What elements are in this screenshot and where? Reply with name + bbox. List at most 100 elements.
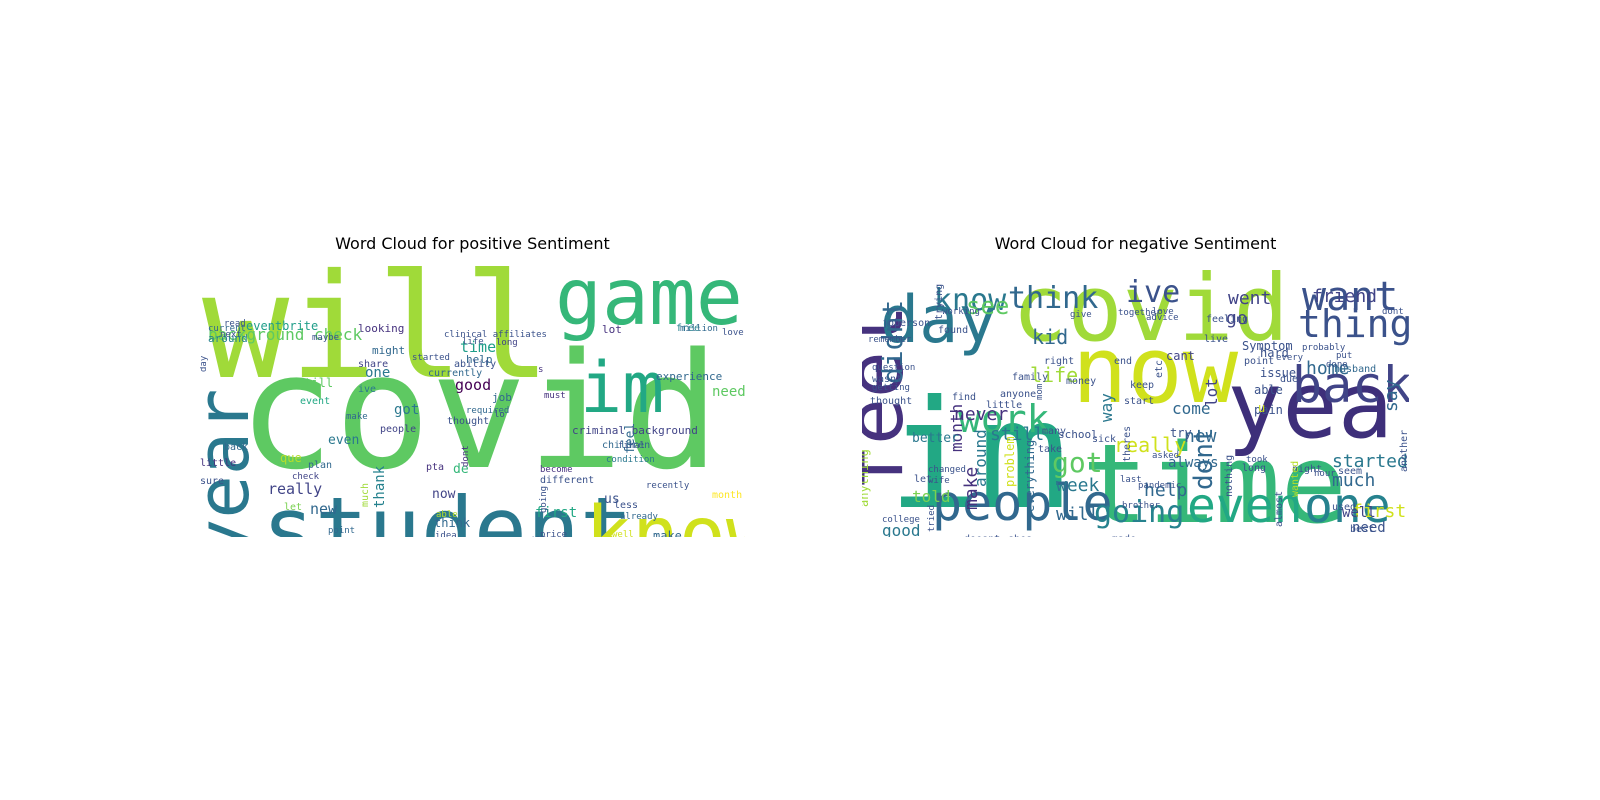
word-anything: anything [862,449,871,507]
word-long: long [1242,463,1266,474]
positive-wordcloud-panel: Word Cloud for positive Sentiment covid w… [200,232,745,542]
word-question: question [872,363,915,373]
word-lot: lot [602,323,622,336]
word-much: much [360,483,371,507]
word-now: now [1072,317,1239,424]
word-even: even [1187,478,1303,534]
word-around: around [208,332,248,345]
word-friend: friend [1312,286,1377,307]
word-better: better [912,431,959,446]
word-become: become [540,465,573,475]
word-free: free [676,323,700,334]
word-always: always [1168,455,1219,471]
word-day: day [880,283,997,358]
word-advice: advice [1146,313,1179,323]
word-right: right [1044,356,1074,367]
word-able: able [436,510,458,520]
word-probably: probably [1302,343,1346,353]
word-still: still [297,376,333,390]
word-point: point [328,526,355,536]
word-come: come [1172,399,1211,418]
word-good: good [455,376,491,394]
word-started: started [1332,451,1408,472]
word-people: people [380,424,416,435]
word-brother: brother [1122,501,1161,511]
word-make: make [653,529,682,537]
negative-wordcloud-panel: Word Cloud for negative Sentiment im time… [862,232,1409,542]
word-time: time [460,338,496,356]
word-year: year [1227,352,1409,459]
word-will: will [1056,504,1099,525]
word-lot: lot [1202,378,1221,407]
word-will: will [202,262,551,412]
word-best: best [1350,524,1374,535]
word-anyone: anyone [1000,389,1036,400]
word-ive: ive [358,384,376,395]
word-together: together [1118,308,1162,318]
word-working: working [942,307,980,317]
word-help: help [1144,480,1187,501]
word-pain: pain [1254,403,1283,417]
word-job: job [492,391,512,404]
word-make: make [346,412,368,422]
word-year: year [200,389,265,537]
word-wanted: wanted [1290,461,1301,497]
word-due: due [1280,374,1298,385]
word-final: final [618,441,645,451]
word-sure: sure [200,476,224,487]
word-mom: mom [1035,384,1045,400]
word-going: going [539,486,549,513]
word-changed: changed [928,465,966,475]
word-day: day [200,355,209,372]
word-thought: thought [447,416,489,427]
word-sick: sick [1092,434,1116,445]
word-well: well [612,530,634,537]
word-first: first [535,505,577,521]
word-plan: plan [308,460,332,471]
word-im: im [580,347,664,429]
word-us: us [604,492,620,507]
word-feeling: feeling [1206,314,1248,325]
word-point: point [1244,356,1274,367]
word-home: home [1306,358,1349,379]
word-student: student [262,478,633,537]
word-still: still [990,424,1044,445]
word-back: back [224,442,248,453]
word-ability: ability [454,359,496,370]
word-start: start [1124,396,1154,407]
word-help: help [466,353,493,366]
word-love: love [1152,307,1174,317]
word-every: every [1276,353,1304,363]
word-another: another [1399,430,1409,472]
word-make: make [961,467,982,510]
word-background-check: background check [208,325,362,344]
word-new: new [310,500,338,518]
word-night: night [1292,464,1322,475]
word-want: want [1302,274,1398,320]
word-month: month [947,404,966,452]
word-took: took [1246,455,1268,465]
word-hour: hour [1314,469,1336,479]
word-people: people [932,474,1113,532]
word-person: person [894,318,930,329]
word-work: work [958,397,1050,441]
word-need: need [712,384,745,400]
word-kid: kid [1032,325,1068,349]
word-around: around [971,429,990,487]
word-last: last [1120,475,1142,485]
word-try: try [1170,426,1192,440]
word-let: let [284,502,302,513]
word-got: got [1052,446,1103,479]
word-eventbrite: eventbrite [246,319,318,333]
word-u: u [1258,401,1265,415]
word-told: told [912,487,951,506]
word-got: got [394,402,419,418]
word-covid: covid [1012,262,1289,362]
word-take: take [1038,444,1062,455]
word-hard: hard [1260,346,1289,360]
panel-title: Word Cloud for positive Sentiment [335,234,610,253]
word-million: million [680,324,718,334]
